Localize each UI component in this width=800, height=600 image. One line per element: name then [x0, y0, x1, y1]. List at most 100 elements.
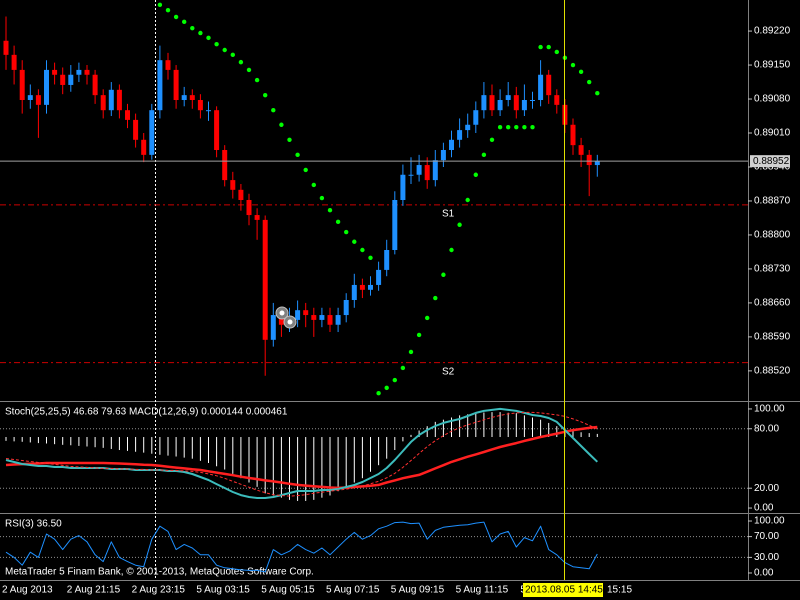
sar-dot	[489, 137, 495, 143]
candle-body	[11, 54, 17, 70]
x-tick-label: 15:15	[607, 585, 632, 596]
candle-body	[578, 145, 584, 155]
bid-label: 0.88952	[753, 156, 790, 167]
sar-dot	[335, 219, 341, 225]
candle-body	[92, 74, 98, 96]
candle-body	[400, 174, 406, 200]
candle-body	[60, 74, 66, 85]
candle-body	[149, 110, 155, 155]
y-tick-label: 0.89010	[754, 128, 791, 139]
candle-body	[489, 95, 495, 111]
candle-body	[76, 69, 82, 75]
candle-body	[327, 315, 333, 325]
sar-dot	[392, 377, 397, 383]
candle-body	[384, 250, 390, 270]
panel-title: Stoch(25,25,5) 46.68 79.63 MACD(12,26,9)…	[5, 407, 288, 418]
x-tick-label: 5 Aug 05:15	[261, 585, 315, 596]
candle-body	[473, 110, 479, 125]
sar-dot	[190, 25, 195, 31]
candle-body	[238, 189, 244, 200]
y-tick-label: 0.88590	[754, 332, 791, 343]
sar-dot	[400, 365, 406, 371]
bid-box	[750, 155, 790, 168]
crosshair-box	[523, 583, 603, 597]
candle-body	[457, 130, 463, 140]
x-tick-label: 5 Aug 09:15	[391, 585, 445, 596]
candle-body	[214, 110, 220, 150]
candle-body	[295, 310, 301, 320]
x-tick-label: 2 Aug 23:15	[132, 585, 186, 596]
sar-dot	[384, 385, 389, 391]
y-tick-label: 0.00	[754, 568, 774, 579]
candle-body	[416, 165, 422, 175]
series-line	[5, 411, 598, 497]
y-tick-label: 0.00	[754, 503, 774, 514]
x-tick-label: 2 Aug 21:15	[67, 585, 121, 596]
y-tick-label: 80.00	[754, 423, 779, 434]
sar-dot	[263, 92, 268, 98]
candle-body	[108, 89, 114, 111]
candle-body	[449, 139, 454, 150]
sar-dot	[198, 30, 203, 36]
candle-body	[319, 315, 325, 320]
y-tick-label: 30.00	[754, 552, 779, 563]
y-tick-label: 0.89150	[754, 60, 791, 71]
x-tick-label: 5 Aug 11:15	[456, 585, 509, 596]
candle-body	[19, 69, 25, 100]
candle-body	[343, 300, 349, 316]
y-tick-label: 0.88870	[754, 196, 791, 207]
candle-body	[497, 100, 503, 111]
sar-dot	[538, 44, 543, 50]
candle-body	[125, 110, 130, 120]
candle-body	[254, 215, 260, 220]
candle-body	[173, 69, 179, 100]
y-tick-label: 20.00	[754, 483, 779, 494]
sar-dot	[254, 77, 260, 83]
candle-body	[165, 60, 171, 70]
sar-dot	[352, 239, 357, 244]
candle-body	[424, 165, 430, 181]
candle-body	[570, 124, 576, 146]
candle-body	[116, 89, 122, 111]
candle-body	[546, 74, 552, 96]
sar-dot	[214, 41, 219, 47]
sar-dot	[481, 152, 487, 158]
sar-dot	[360, 247, 365, 253]
frame	[0, 0, 800, 581]
sar-dot	[546, 44, 551, 50]
sar-dot	[570, 62, 576, 68]
candle-body	[133, 119, 139, 140]
sar-dot	[514, 124, 519, 130]
candle-body	[311, 315, 317, 320]
sar-dot	[595, 91, 600, 96]
sar-dot	[344, 229, 349, 235]
candle-body	[84, 69, 90, 75]
candle-body	[206, 110, 211, 112]
candle-body	[270, 315, 276, 340]
candle-body	[303, 310, 309, 316]
candle-body	[230, 180, 236, 190]
candle-body	[44, 69, 49, 105]
candle-body	[594, 161, 600, 166]
candle-body	[392, 200, 398, 250]
sar-dot	[246, 67, 252, 73]
candle-body	[141, 139, 147, 155]
series-line	[5, 521, 598, 573]
candle-body	[27, 95, 33, 100]
sar-dot	[587, 79, 592, 85]
candle-body	[432, 160, 438, 181]
sar-dot	[271, 107, 276, 113]
candle-body	[52, 69, 58, 75]
candle-body	[197, 100, 203, 111]
sar-dot	[433, 295, 438, 301]
support-label: S1	[442, 208, 455, 219]
sar-dot	[287, 137, 292, 143]
sar-dot	[311, 182, 316, 188]
sar-dot	[173, 14, 179, 20]
candle-body	[335, 315, 341, 325]
candle-body	[222, 150, 228, 181]
series-line	[5, 425, 598, 490]
candle-body	[35, 95, 41, 105]
